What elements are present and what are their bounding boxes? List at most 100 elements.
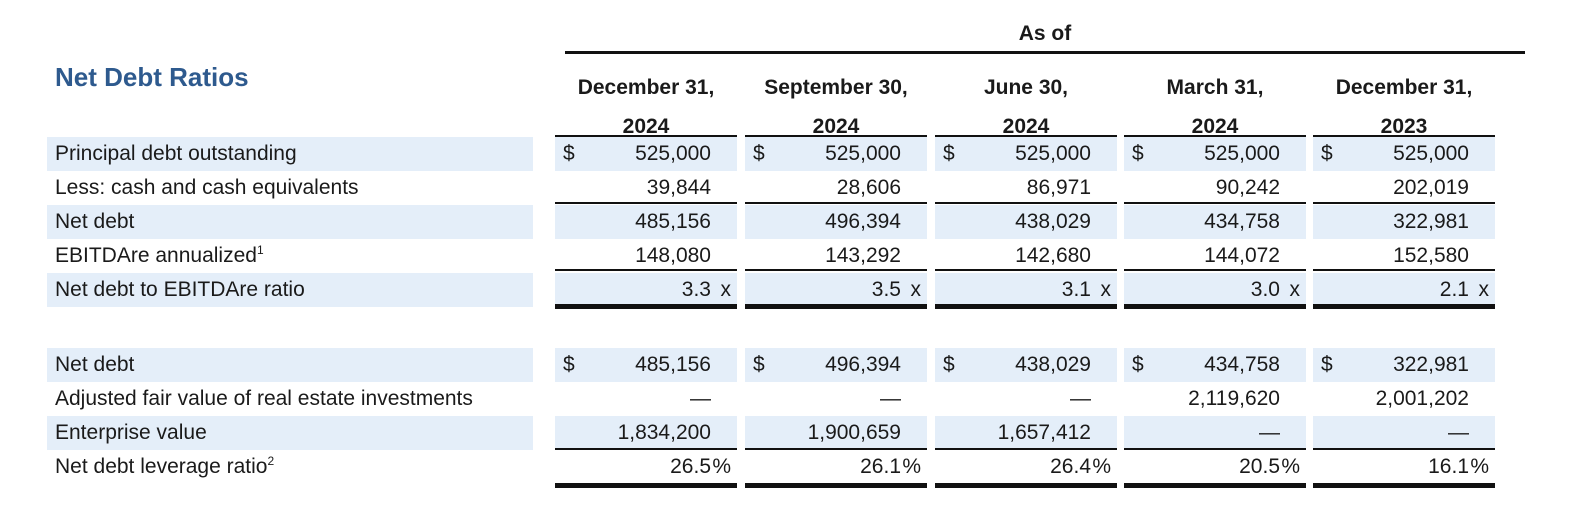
row-label: Net debt leverage ratio2	[55, 454, 275, 478]
cell-value: 525,000	[635, 142, 711, 165]
cell-value: 322,981	[1393, 353, 1469, 376]
cell-value: 3.5	[871, 278, 901, 301]
value-cell: 496,394	[745, 205, 927, 239]
value-cell: 438,029	[935, 205, 1117, 239]
row-label: Net debt to EBITDAre ratio	[55, 278, 305, 301]
value-cell: 86,971	[935, 171, 1117, 205]
value-cell: 1,657,412	[935, 416, 1117, 450]
subtotal-rule	[1313, 448, 1495, 450]
currency-symbol: $	[943, 353, 955, 376]
unit-label: %	[1092, 455, 1111, 478]
table-row: Net debt leverage ratio2 26.5% 26.1% 26.4% 2…	[47, 450, 1527, 484]
cell-value: 86,971	[1026, 176, 1091, 199]
column-header-year: 2024	[1002, 115, 1050, 138]
value-cell: 148,080	[555, 239, 737, 273]
cell-value: 485,156	[635, 210, 711, 233]
currency-symbol: $	[943, 142, 955, 165]
table-title: Net Debt Ratios	[55, 62, 249, 92]
cell-value: 2.1	[1439, 278, 1469, 301]
cell-value: 26.4	[1050, 455, 1091, 478]
row-label: Principal debt outstanding	[55, 142, 297, 165]
cell-value: —	[1070, 387, 1091, 410]
cell-value: 3.1	[1061, 278, 1091, 301]
value-cell: 39,844	[555, 171, 737, 205]
value-cell: —	[935, 382, 1117, 416]
row-label-cell: Net debt leverage ratio2	[47, 450, 533, 484]
subtotal-rule	[555, 202, 737, 204]
subtotal-rule	[1124, 202, 1306, 204]
row-label-cell: Less: cash and cash equivalents	[47, 171, 533, 205]
column-header: December 31, 2024	[555, 68, 737, 146]
value-cell: 1,900,659	[745, 416, 927, 450]
cell-value: 3.3	[681, 278, 711, 301]
value-cell: $438,029	[935, 348, 1117, 382]
total-rule	[935, 304, 1117, 309]
row-label-cell: Net debt	[47, 205, 533, 239]
table-row: Principal debt outstanding $525,000 $525,0…	[47, 137, 1527, 171]
total-rule	[1124, 304, 1306, 309]
value-cell: —	[745, 382, 927, 416]
table-row: EBITDAre annualized1 148,080 143,292 142,68…	[47, 239, 1527, 273]
value-cell: 143,292	[745, 239, 927, 273]
cell-value: 143,292	[825, 244, 901, 267]
total-rule	[935, 483, 1117, 488]
column-header-rule	[1124, 135, 1306, 137]
column-header-rule	[1313, 135, 1495, 137]
value-cell: 434,758	[1124, 205, 1306, 239]
total-rule	[745, 304, 927, 309]
value-cell: 152,580	[1313, 239, 1495, 273]
value-cell: 485,156	[555, 205, 737, 239]
value-cell: —	[555, 382, 737, 416]
value-cell: 144,072	[1124, 239, 1306, 273]
subtotal-rule	[1124, 269, 1306, 271]
cell-value: —	[1448, 421, 1469, 444]
cell-value: —	[880, 387, 901, 410]
column-header-year: 2024	[812, 115, 860, 138]
value-cell: $496,394	[745, 348, 927, 382]
table-row: Enterprise value 1,834,200 1,900,659 1,657,…	[47, 416, 1527, 450]
row-label: EBITDAre annualized1	[55, 243, 264, 267]
cell-value: 2,119,620	[1188, 387, 1280, 410]
total-rule	[1124, 483, 1306, 488]
column-header-date: June 30,	[983, 76, 1069, 99]
total-rule	[745, 483, 927, 488]
value-cell: 90,242	[1124, 171, 1306, 205]
column-header-date: March 31,	[1166, 76, 1264, 99]
unit-label: x	[1478, 278, 1490, 301]
value-cell: $322,981	[1313, 348, 1495, 382]
unit-label: x	[910, 278, 922, 301]
cell-value: 152,580	[1393, 244, 1469, 267]
cell-value: 1,900,659	[807, 421, 901, 444]
column-header-year: 2024	[1191, 115, 1239, 138]
currency-symbol: $	[1321, 142, 1333, 165]
as-of-rule	[565, 51, 1525, 54]
unit-label: %	[1470, 455, 1489, 478]
table-row: Net debt to EBITDAre ratio 3.3 x 3.5 x 3.1 x 3.…	[47, 273, 1527, 307]
table-row: Net debt 485,156 496,394 438,029 434,758 322,…	[47, 205, 1527, 239]
value-cell: $525,000	[1313, 137, 1495, 171]
value-cell: $434,758	[1124, 348, 1306, 382]
cell-value: 142,680	[1015, 244, 1091, 267]
row-label: Less: cash and cash equivalents	[55, 176, 359, 199]
table-row: Less: cash and cash equivalents 39,844 28,…	[47, 171, 1527, 205]
row-label: Net debt	[55, 353, 135, 376]
currency-symbol: $	[1132, 142, 1144, 165]
subtotal-rule	[1313, 269, 1495, 271]
value-cell: 2,001,202	[1313, 382, 1495, 416]
value-cell: 3.1 x	[935, 273, 1117, 307]
subtotal-rule	[555, 269, 737, 271]
cell-value: —	[1259, 421, 1280, 444]
table-row: Net debt $485,156 $496,394 $438,029 $434,758…	[47, 348, 1527, 382]
table-row: Adjusted fair value of real estate inves…	[47, 382, 1527, 416]
currency-symbol: $	[1132, 353, 1144, 376]
row-label-cell: Net debt to EBITDAre ratio	[47, 273, 533, 307]
value-cell: 16.1%	[1313, 450, 1495, 484]
row-label: Enterprise value	[55, 421, 207, 444]
cell-value: 438,029	[1015, 210, 1091, 233]
column-header: March 31, 2024	[1124, 68, 1306, 146]
row-label-cell: Principal debt outstanding	[47, 137, 533, 171]
value-cell: 20.5%	[1124, 450, 1306, 484]
unit-label: %	[712, 455, 731, 478]
row-label: Net debt	[55, 210, 135, 233]
cell-value: 438,029	[1015, 353, 1091, 376]
